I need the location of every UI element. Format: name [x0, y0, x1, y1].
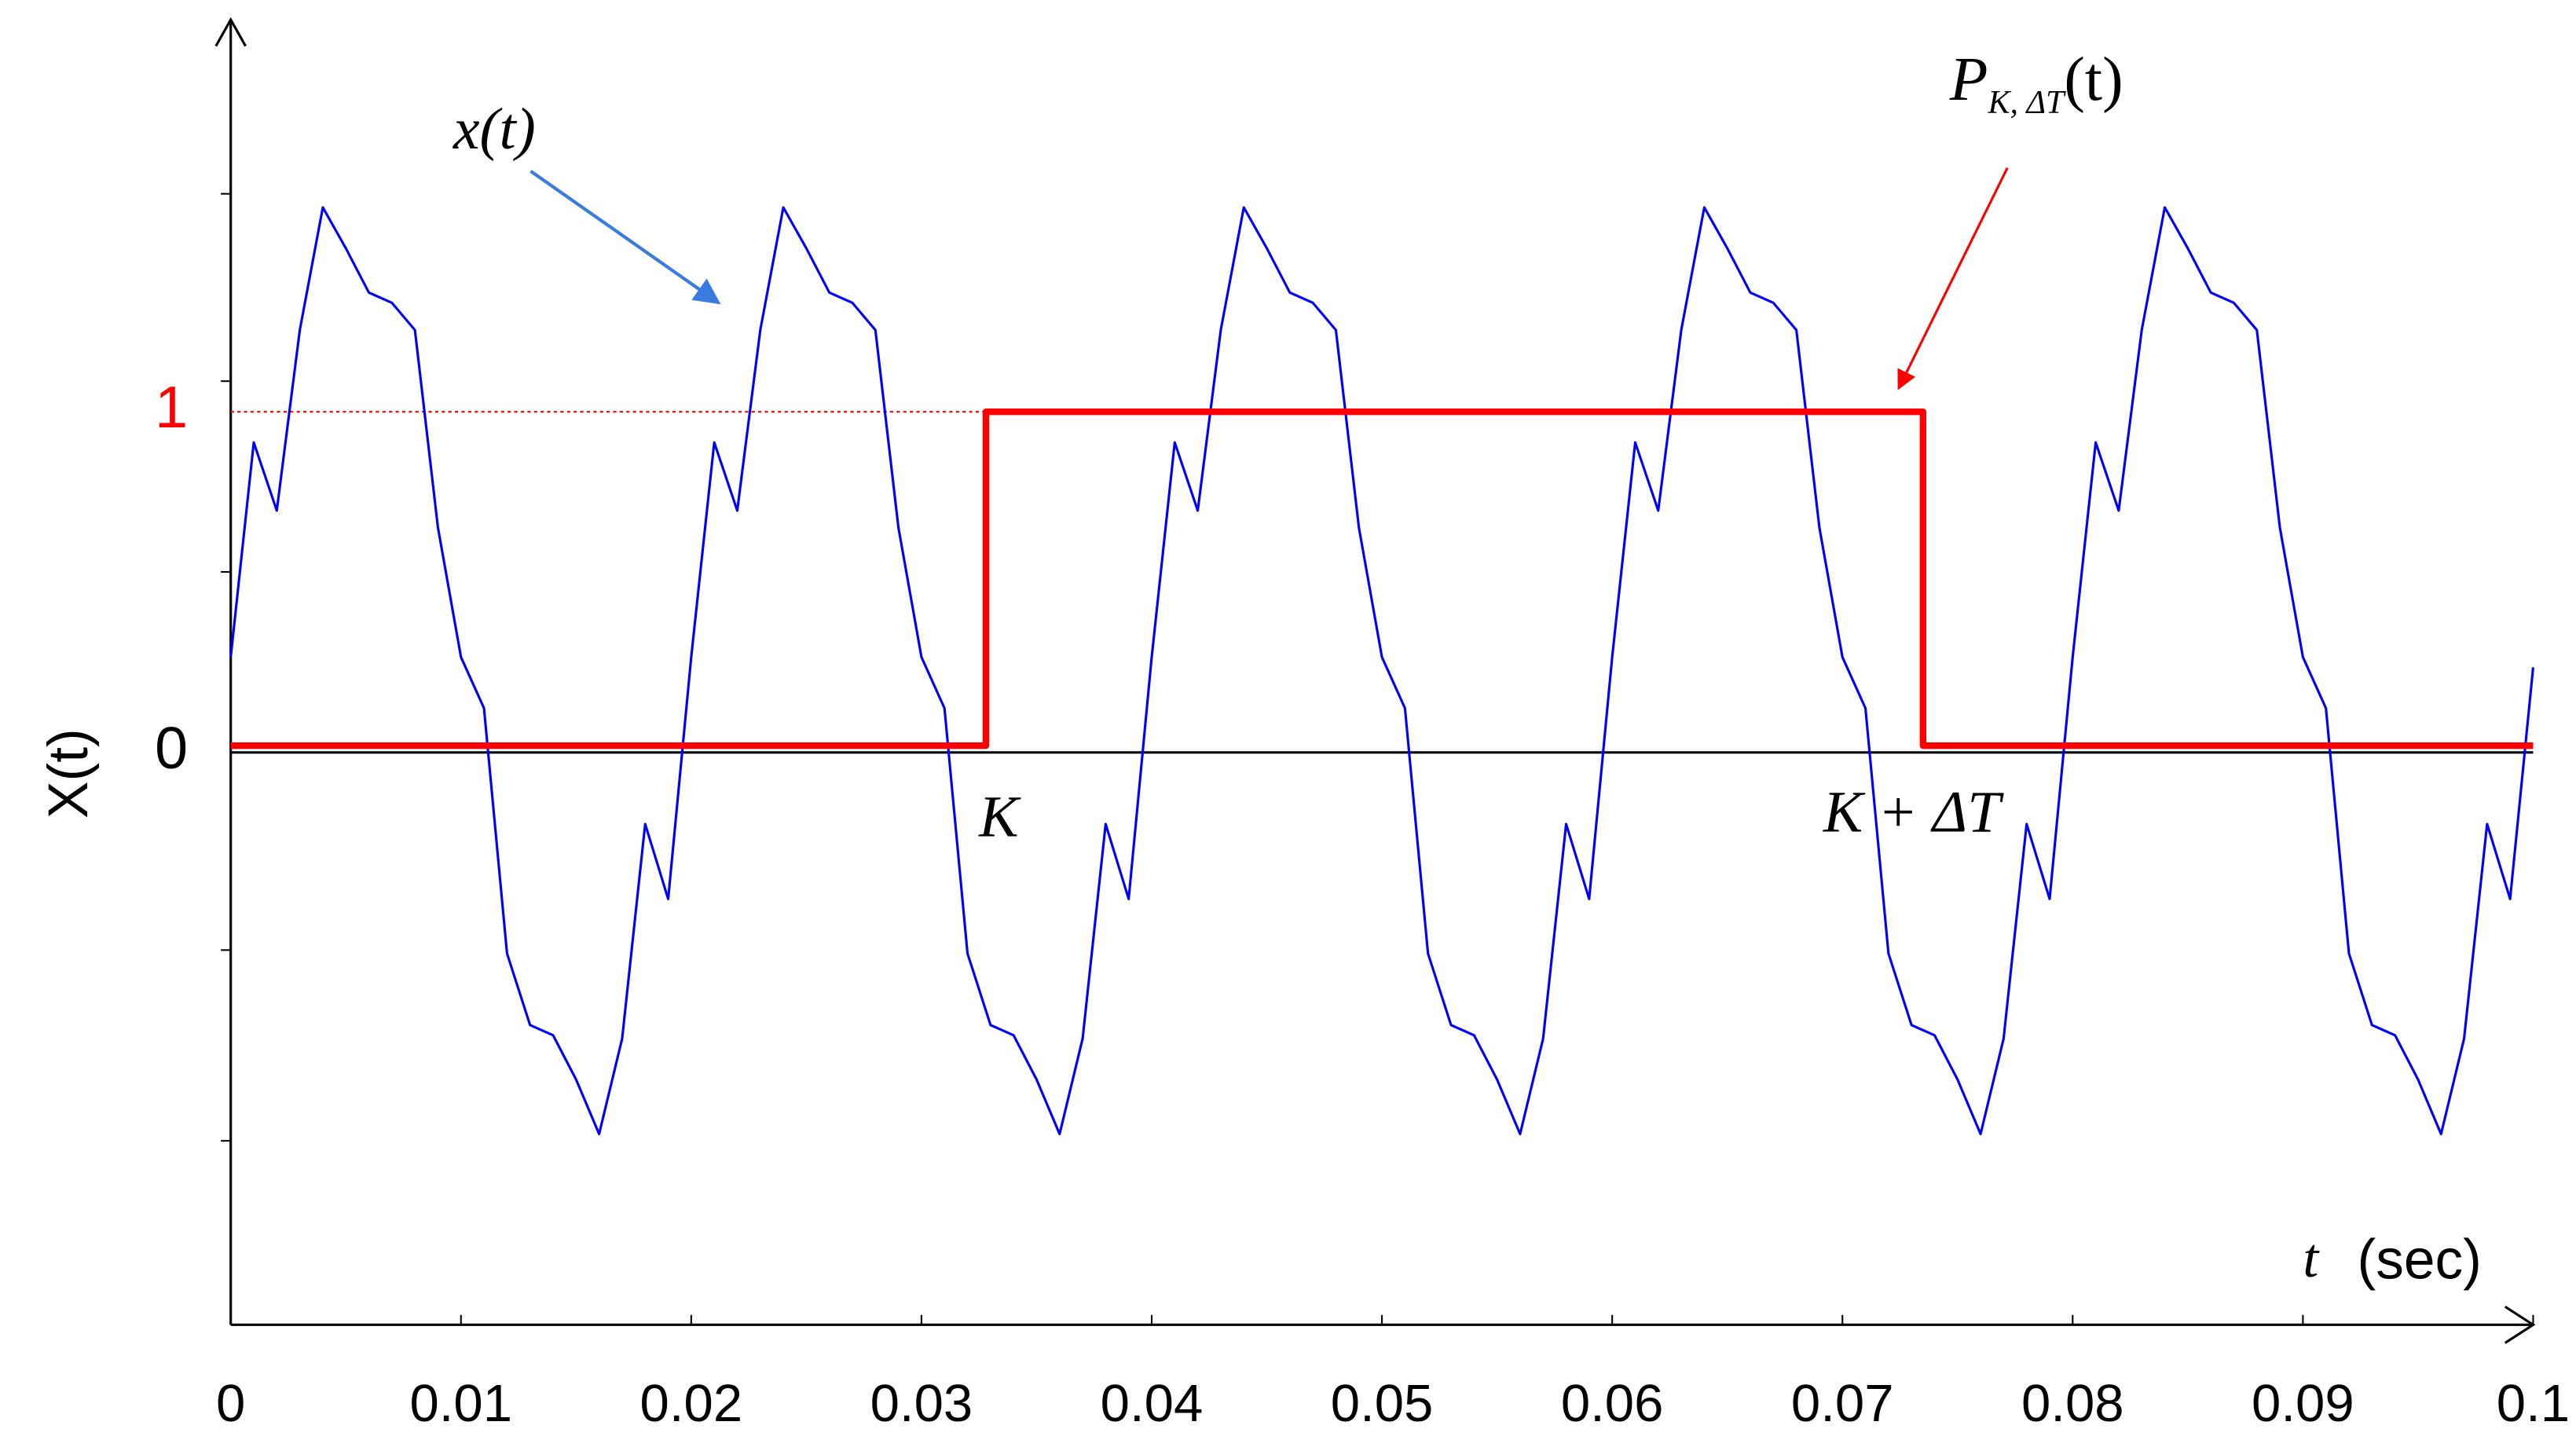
y-tick-label: 1	[155, 374, 188, 440]
x-tick-label: 0.05	[1331, 1374, 1434, 1433]
pulse-tail: (t)	[2064, 45, 2123, 114]
signal-arrow	[529, 170, 721, 305]
x-tick-label: 0.08	[2021, 1374, 2124, 1433]
x-tick-label: 0.09	[2252, 1374, 2354, 1433]
x-tick-label: 0.02	[640, 1374, 743, 1433]
end-annotation: K + ΔT	[1823, 779, 2004, 845]
pulse-main: P	[1949, 45, 1988, 114]
y-axis-label: X(t)	[37, 728, 100, 819]
x-tick-label: 0.01	[409, 1374, 512, 1433]
y-axis-arrow	[214, 16, 247, 47]
start-annotation: K	[978, 785, 1021, 850]
pulse-sub: K, ΔT	[1988, 85, 2067, 121]
x-tick-label: 0.07	[1791, 1374, 1894, 1433]
signal-annotation: x(t)	[453, 97, 536, 162]
x-axis-unit: (sec)	[2357, 1229, 2481, 1292]
x-tick-label: 0.04	[1101, 1374, 1204, 1433]
series-line	[229, 206, 2535, 1136]
x-tick-label: 0.06	[1561, 1374, 1664, 1433]
series-line	[230, 409, 2534, 749]
y-tick-label: 0	[155, 715, 188, 781]
x-axis-label: t	[2303, 1227, 2320, 1289]
pulse-annotation: PK, ΔT(t)	[1949, 45, 2123, 120]
x-tick-label: 0.03	[870, 1374, 973, 1433]
x-tick-label: 0	[216, 1374, 245, 1433]
pulse-arrow	[1897, 167, 2009, 390]
x-tick-label: 0.1	[2497, 1374, 2570, 1433]
